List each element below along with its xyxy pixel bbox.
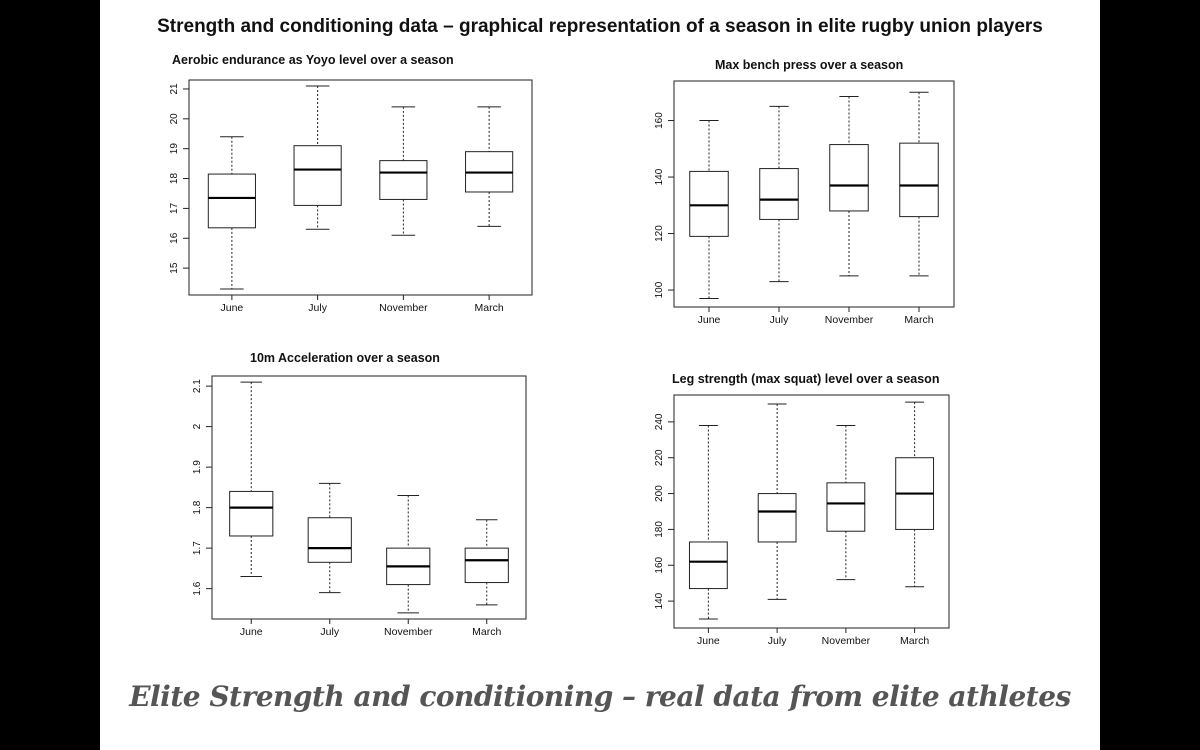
y-tick-label: 120 <box>654 225 665 242</box>
x-tick-label: July <box>770 314 789 326</box>
box-march <box>899 91 939 277</box>
footer-tagline: Elite Strength and conditioning – real d… <box>129 680 1071 713</box>
plot-frame <box>673 394 950 629</box>
box-july <box>293 85 342 230</box>
x-tick-label: March <box>904 314 933 326</box>
iqr-box <box>757 493 797 543</box>
y-tick-label: 1.6 <box>192 581 203 595</box>
iqr-box <box>229 490 274 537</box>
box-july <box>759 105 799 283</box>
chart-title-aerobic: Aerobic endurance as Yoyo level over a s… <box>172 53 454 67</box>
iqr-box <box>688 541 728 590</box>
plot-frame <box>211 375 527 620</box>
box-june <box>689 120 729 300</box>
box-november <box>829 96 869 277</box>
box-june <box>207 136 256 290</box>
y-tick-label: 16 <box>169 232 180 244</box>
x-tick-label: July <box>768 635 787 647</box>
iqr-box <box>759 168 799 220</box>
bench-press-boxplot: 100 120 140 160 June July November March <box>654 80 955 326</box>
chart-title-squat: Leg strength (max squat) level over a se… <box>672 372 940 386</box>
box-july <box>757 403 797 600</box>
x-tick-label: June <box>240 626 263 638</box>
box-march <box>895 401 935 588</box>
box-march <box>464 519 509 606</box>
slide-title: Strength and conditioning data – graphic… <box>157 16 1043 37</box>
y-tick-label: 220 <box>654 449 665 466</box>
x-tick-label: March <box>900 635 929 647</box>
chart-title-bench: Max bench press over a season <box>715 58 904 72</box>
y-tick-label: 240 <box>654 413 665 430</box>
y-tick-label: 140 <box>654 592 665 609</box>
box-november <box>379 106 428 236</box>
y-tick-label: 100 <box>654 281 665 298</box>
iqr-box <box>207 173 256 229</box>
x-tick-label: June <box>698 314 721 326</box>
box-june <box>688 424 728 620</box>
plot-frame <box>188 79 533 296</box>
y-tick-label: 17 <box>169 202 180 214</box>
box-june <box>229 381 274 577</box>
x-tick-label: November <box>822 635 871 647</box>
x-tick-label: November <box>825 314 874 326</box>
iqr-box <box>829 144 869 212</box>
box-march <box>465 106 514 227</box>
aerobic-endurance-boxplot: 15 16 17 18 19 20 21 June July November March <box>169 79 533 314</box>
y-tick-label: 18 <box>169 173 180 185</box>
y-tick-label: 1.7 <box>192 541 203 555</box>
y-tick-label: 160 <box>654 556 665 573</box>
iqr-box <box>379 160 428 200</box>
iqr-box <box>293 145 342 206</box>
chart-title-acceleration: 10m Acceleration over a season <box>250 351 440 365</box>
y-tick-label: 19 <box>169 143 180 155</box>
x-tick-label: March <box>472 626 501 638</box>
x-tick-label: November <box>379 302 428 314</box>
y-tick-label: 200 <box>654 485 665 502</box>
plot-frame <box>673 80 955 308</box>
x-tick-label: March <box>475 302 504 314</box>
iqr-box <box>464 547 509 584</box>
y-tick-label: 2 <box>192 423 203 429</box>
iqr-box <box>307 517 352 563</box>
iqr-box <box>689 170 729 237</box>
x-tick-label: November <box>384 626 433 638</box>
y-tick-label: 21 <box>169 83 180 95</box>
y-tick-label: 1.8 <box>192 500 203 514</box>
iqr-box <box>899 142 939 218</box>
y-tick-label: 15 <box>169 262 180 274</box>
leg-squat-boxplot: 140 160 180 200 220 240 June July November March <box>654 394 950 647</box>
slide: Strength and conditioning data – graphic… <box>100 0 1100 750</box>
y-tick-label: 160 <box>654 112 665 129</box>
x-tick-label: June <box>220 302 243 314</box>
y-tick-label: 140 <box>654 168 665 185</box>
box-november <box>826 424 866 581</box>
y-tick-label: 1.9 <box>192 460 203 474</box>
y-tick-label: 20 <box>169 113 180 125</box>
y-tick-label: 2.1 <box>192 379 203 393</box>
box-november <box>386 494 431 614</box>
box-july <box>307 482 352 594</box>
y-tick-label: 180 <box>654 521 665 538</box>
x-tick-label: June <box>697 635 720 647</box>
iqr-box <box>826 482 866 532</box>
x-tick-label: July <box>320 626 339 638</box>
acceleration-boxplot: 1.6 1.7 1.8 1.9 2 2.1 June July November March <box>192 375 527 638</box>
x-tick-label: July <box>308 302 327 314</box>
